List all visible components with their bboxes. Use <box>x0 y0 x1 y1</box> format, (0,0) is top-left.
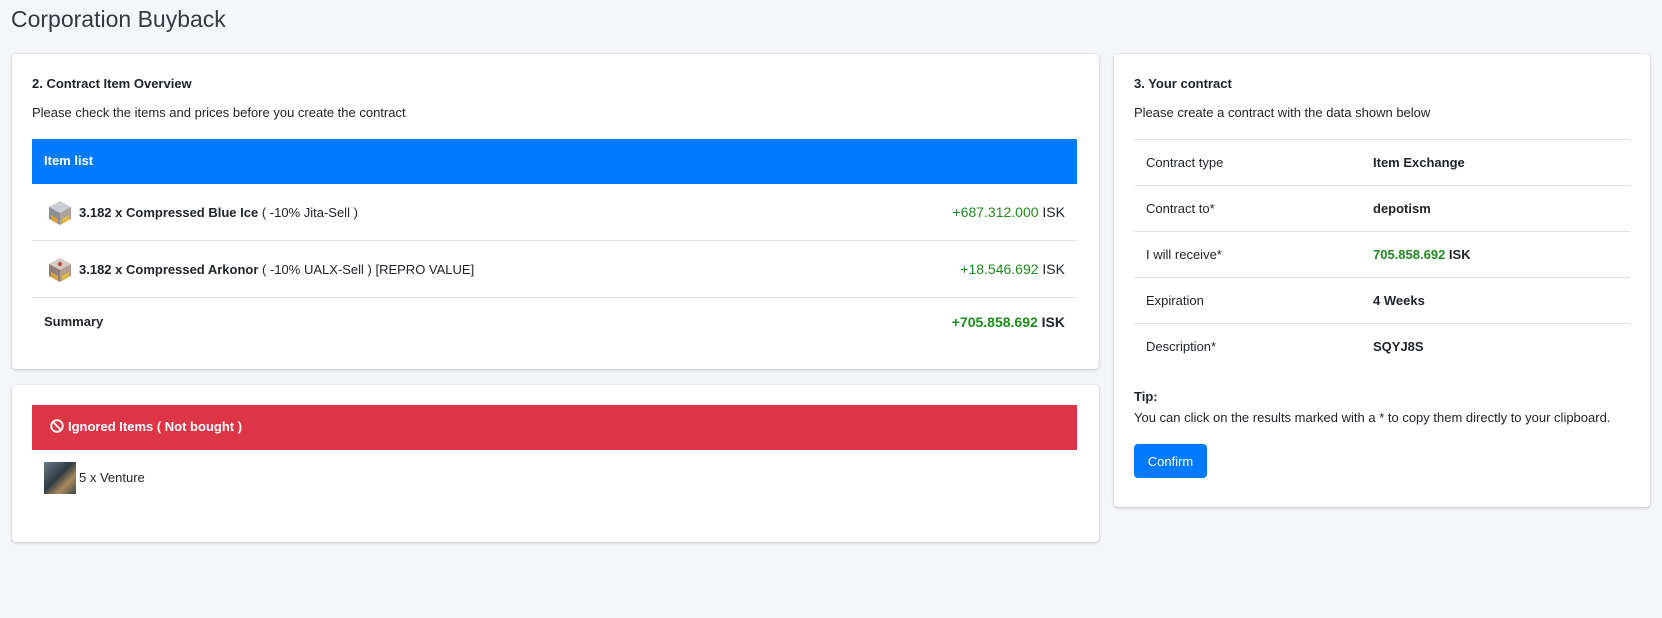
item-price: +687.312.000 <box>952 204 1039 220</box>
contract-value: 4 Weeks <box>1361 277 1630 324</box>
ignored-items-header: Ignored Items ( Not bought ) <box>32 405 1077 450</box>
item-row: 3.182 x Compressed Arkonor ( -10% UALX-S… <box>32 242 1077 298</box>
tip-text: You can click on the results marked with… <box>1134 410 1611 425</box>
contract-value: Item Exchange <box>1361 139 1630 186</box>
receive-value[interactable]: 705.858.692 ISK <box>1361 231 1630 278</box>
page-title: Corporation Buyback <box>11 6 226 32</box>
summary-row: Summary +705.858.692 ISK <box>32 299 1077 349</box>
item-modifier: ( -10% UALX-Sell ) [REPRO VALUE] <box>258 262 475 277</box>
summary-currency: ISK <box>1037 314 1065 330</box>
contract-to-value[interactable]: depotism <box>1361 185 1630 232</box>
confirm-button[interactable]: Confirm <box>1134 444 1207 478</box>
tip-title: Tip: <box>1134 389 1158 404</box>
item-currency: ISK <box>1038 261 1065 277</box>
contract-item-overview-card: 2. Contract Item Overview Please check t… <box>12 54 1099 369</box>
contract-key: Description* <box>1134 323 1361 369</box>
summary-price: +705.858.692 <box>951 314 1038 330</box>
item-price: +18.546.692 <box>960 261 1039 277</box>
summary-label: Summary <box>44 314 104 329</box>
ore-cube-icon <box>49 258 71 282</box>
contract-row-receive[interactable]: I will receive* 705.858.692 ISK <box>1134 231 1630 278</box>
contract-row-expiration: Expiration 4 Weeks <box>1134 277 1630 324</box>
item-name: 3.182 x Compressed Arkonor <box>79 262 259 277</box>
ship-thumbnail <box>44 462 76 494</box>
overview-subtitle: Please check the items and prices before… <box>32 105 406 120</box>
contract-key: Contract type <box>1134 139 1361 186</box>
item-list-header: Item list <box>32 139 1077 184</box>
receive-currency: ISK <box>1445 247 1471 262</box>
item-currency: ISK <box>1038 204 1065 220</box>
receive-amount[interactable]: 705.858.692 <box>1373 247 1446 262</box>
contract-key: Contract to* <box>1134 185 1361 232</box>
contract-key: I will receive* <box>1134 231 1361 278</box>
item-name: 3.182 x Compressed Blue Ice <box>79 205 259 220</box>
ignored-items-title: Ignored Items ( Not bought ) <box>68 419 243 434</box>
item-modifier: ( -10% Jita-Sell ) <box>258 205 358 220</box>
item-row: 3.182 x Compressed Blue Ice ( -10% Jita-… <box>32 185 1077 241</box>
ore-cube-icon <box>49 201 71 225</box>
contract-heading: 3. Your contract <box>1134 76 1232 91</box>
contract-subtitle: Please create a contract with the data s… <box>1134 105 1431 120</box>
contract-row-to[interactable]: Contract to* depotism <box>1134 185 1630 232</box>
description-value[interactable]: SQYJ8S <box>1361 323 1630 369</box>
contract-key: Expiration <box>1134 277 1361 324</box>
contract-details-table: Contract type Item Exchange Contract to*… <box>1134 139 1630 369</box>
overview-heading: 2. Contract Item Overview <box>32 76 192 91</box>
ignored-item-text: 5 x Venture <box>79 470 145 485</box>
contract-row-type: Contract type Item Exchange <box>1134 139 1630 186</box>
your-contract-card: 3. Your contract Please create a contrac… <box>1114 54 1650 507</box>
ban-icon <box>50 419 64 433</box>
ignored-items-card: Ignored Items ( Not bought ) 5 x Venture <box>12 385 1099 542</box>
contract-row-description[interactable]: Description* SQYJ8S <box>1134 323 1630 369</box>
